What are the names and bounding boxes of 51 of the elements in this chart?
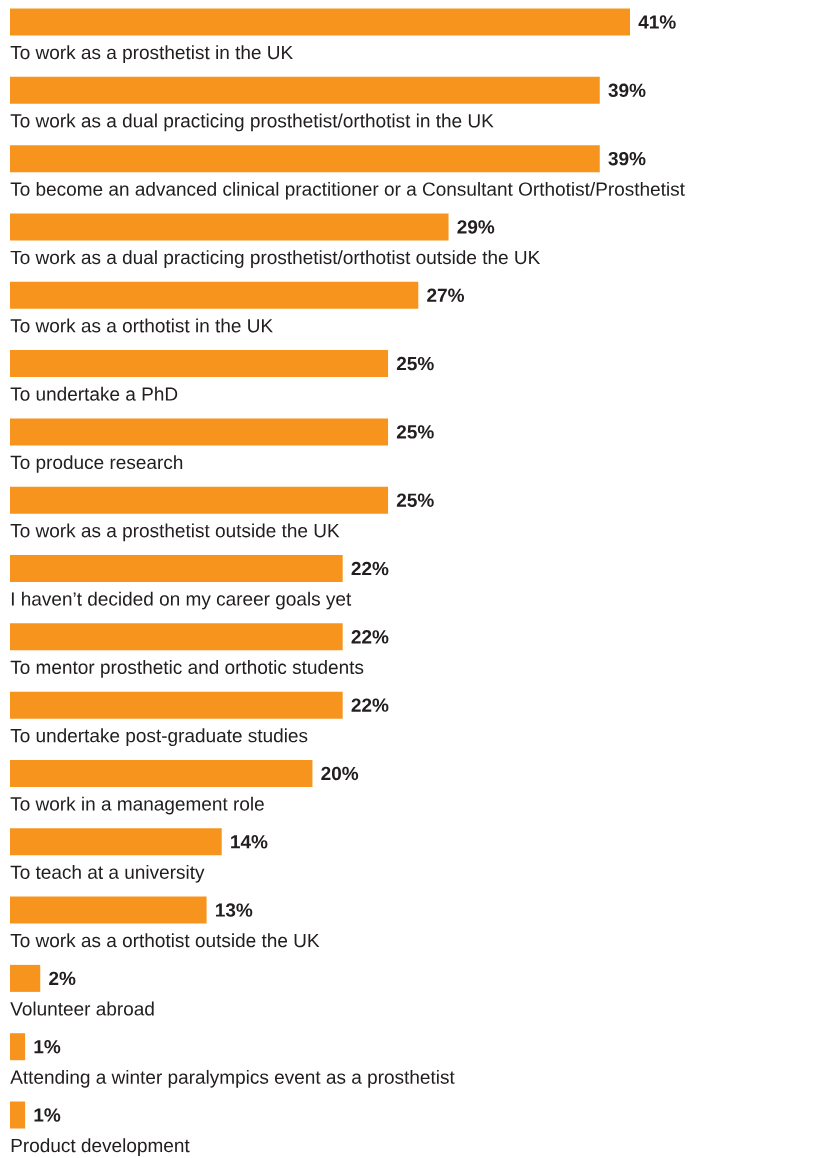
- data-label: 13%: [215, 903, 253, 917]
- data-label: 22%: [351, 698, 389, 712]
- y-tick-label: To work as a prosthetist outside the UK: [10, 523, 340, 542]
- data-label: 29%: [457, 220, 495, 234]
- bar: [10, 213, 449, 241]
- y-tick-label: To undertake a PhD: [10, 386, 178, 401]
- data-label: 39%: [608, 83, 646, 98]
- bar: [10, 418, 389, 446]
- data-label: 25%: [396, 493, 434, 507]
- data-label: 20%: [321, 766, 359, 781]
- data-label: 25%: [396, 425, 434, 439]
- y-tick-label: Volunteer abroad: [10, 1001, 154, 1016]
- bar: [10, 281, 419, 309]
- y-tick-label: Attending a winter paralympics event as a prosthetist: [10, 1069, 455, 1088]
- data-label: 39%: [608, 151, 646, 166]
- data-label: 22%: [351, 630, 389, 644]
- y-tick-label: I haven’t decided on my career goals yet: [11, 591, 352, 610]
- y-tick-label: To work as a orthotist in the UK: [10, 318, 273, 333]
- data-label: 27%: [427, 288, 465, 302]
- bar: [10, 759, 313, 787]
- y-tick-label: To produce research: [10, 455, 183, 473]
- y-tick-label: To mentor prosthetic and orthotic students: [10, 660, 364, 678]
- bar: [10, 1033, 26, 1061]
- y-tick-label: To teach at a university: [10, 865, 205, 883]
- data-label: 22%: [351, 561, 389, 576]
- bar: [10, 623, 343, 651]
- bar: [10, 691, 343, 719]
- data-label: 14%: [231, 835, 268, 849]
- y-tick-label: To work as a prosthetist in the UK: [10, 45, 293, 63]
- data-label: 1%: [34, 1108, 61, 1122]
- bar: [10, 1101, 26, 1129]
- data-label: 2%: [49, 971, 76, 986]
- y-tick-label: To work in a management role: [10, 796, 264, 815]
- bar: [10, 76, 600, 104]
- data-label: 41%: [638, 15, 676, 29]
- bar: [10, 555, 343, 583]
- bar: [10, 896, 207, 924]
- bar: [10, 486, 389, 514]
- y-tick-label: To become an advanced clinical practitioner or a Consultant Orthotist/Prosthetist: [10, 181, 685, 200]
- bar: [10, 145, 600, 173]
- y-tick-label: To work as a dual practicing prosthetist/orthotist in the UK: [10, 113, 494, 132]
- bar: [10, 350, 389, 378]
- bar: [10, 828, 222, 856]
- data-label: 1%: [34, 1040, 61, 1054]
- y-tick-label: To undertake post-graduate studies: [10, 728, 308, 747]
- y-tick-label: Product development: [11, 1138, 190, 1156]
- y-tick-label: To work as a orthotist outside the UK: [10, 933, 320, 948]
- bar: [10, 8, 630, 36]
- data-label: 25%: [396, 356, 434, 371]
- bar: [10, 964, 41, 992]
- y-tick-label: To work as a dual practicing prosthetist/orthotist outside the UK: [10, 250, 541, 268]
